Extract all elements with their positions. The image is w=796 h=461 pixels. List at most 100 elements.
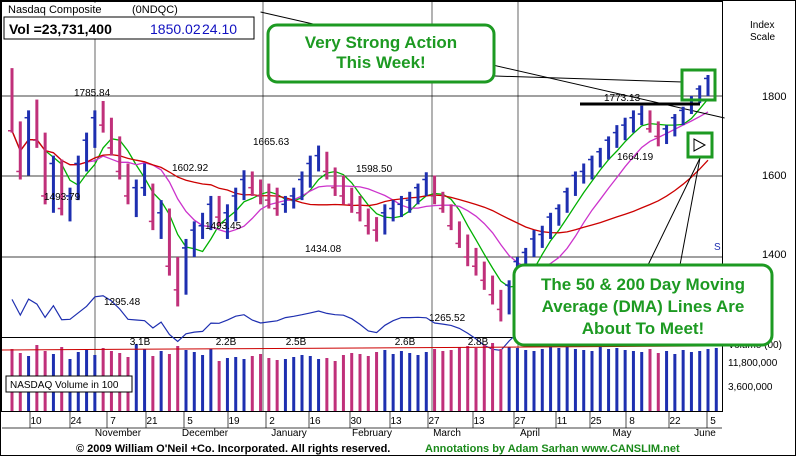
callout-dma bbox=[512, 263, 774, 347]
price-annotation: 1295.48 bbox=[104, 297, 141, 308]
volume-bar bbox=[623, 350, 627, 411]
price-bar bbox=[670, 114, 677, 137]
price-bar bbox=[115, 136, 122, 180]
price-bar bbox=[447, 204, 453, 231]
ma-mid-line bbox=[11, 111, 709, 270]
volume-bar bbox=[292, 357, 296, 411]
price-bar bbox=[124, 163, 130, 205]
price-bar bbox=[256, 179, 263, 205]
price-bar bbox=[347, 187, 354, 213]
callout-pointer-dma-right bbox=[679, 157, 701, 266]
volume-annotation: 2.5B bbox=[286, 337, 307, 348]
y-tick-1600: 1600 bbox=[762, 170, 786, 182]
volume-bar bbox=[507, 347, 511, 411]
volume-bar bbox=[391, 354, 395, 411]
price-bar bbox=[41, 132, 47, 205]
volume-bar bbox=[582, 350, 586, 411]
volume-legend-box bbox=[5, 375, 133, 393]
price-bar bbox=[438, 191, 445, 213]
x-month-label: May bbox=[613, 428, 632, 439]
volume-bar bbox=[325, 358, 329, 411]
volume-bar bbox=[225, 358, 229, 411]
volume-bar bbox=[242, 359, 246, 411]
volume-annotation: 2.2B bbox=[216, 337, 237, 348]
volume-annotation: 2.8B bbox=[468, 337, 489, 348]
volume-bar bbox=[399, 351, 403, 411]
volume-bar bbox=[275, 360, 279, 411]
price-bar bbox=[646, 110, 652, 133]
price-bar bbox=[74, 155, 80, 201]
footer-annotation: Annotations by Adam Sarhan www.CANSLIM.n… bbox=[425, 443, 680, 455]
price-bar bbox=[397, 195, 403, 218]
callout-dma-line2: Average (DMA) Lines Are bbox=[542, 297, 745, 316]
callout-strong-action-line1: Very Strong Action bbox=[305, 33, 457, 52]
x-date-label: 8 bbox=[629, 416, 635, 427]
volume-panel-border bbox=[1, 337, 723, 412]
price-bar bbox=[480, 261, 486, 290]
price-bar bbox=[132, 179, 138, 218]
price-bar bbox=[356, 195, 362, 222]
volume-bar bbox=[615, 348, 619, 411]
volume-bar bbox=[515, 348, 519, 411]
volume-bar bbox=[151, 356, 155, 411]
volume-annotations: 3.1B 2.2B 2.5B 2.6B 2.8B bbox=[130, 337, 489, 348]
volume-bar bbox=[217, 361, 221, 411]
price-bar bbox=[8, 68, 14, 133]
price-bar bbox=[604, 136, 611, 160]
volume-bar bbox=[673, 354, 677, 411]
volume-bar bbox=[184, 350, 188, 411]
callout-strong-action bbox=[266, 23, 496, 84]
price-annotation: 1785.84 bbox=[74, 88, 111, 99]
price-bar bbox=[281, 195, 287, 213]
x-month-label: April bbox=[520, 428, 540, 439]
price-bar bbox=[414, 183, 420, 205]
price-bar bbox=[298, 171, 304, 201]
volume-bar bbox=[201, 355, 205, 411]
callout-pointer-dma-left bbox=[647, 157, 701, 266]
price-bar bbox=[107, 117, 113, 156]
x-month-label: December bbox=[182, 428, 229, 439]
price-bar bbox=[206, 195, 213, 231]
x-date-label: 7 bbox=[110, 416, 116, 427]
price-annotation: 1665.63 bbox=[253, 137, 290, 148]
x-date-label: 30 bbox=[350, 416, 362, 427]
price-bar bbox=[612, 125, 619, 148]
change-readout: 24.10 bbox=[202, 21, 237, 37]
price-bar bbox=[422, 172, 428, 196]
rs-series-marker: S bbox=[714, 242, 721, 253]
volume-bar bbox=[532, 351, 536, 411]
volume-bar bbox=[640, 352, 644, 411]
price-bar bbox=[198, 212, 205, 239]
volume-bar bbox=[665, 351, 669, 411]
price-bar bbox=[66, 187, 72, 222]
callout-strong-action-line2: This Week! bbox=[336, 53, 425, 72]
price-bar bbox=[538, 225, 544, 248]
price-bar bbox=[49, 155, 55, 213]
volume-bar bbox=[408, 353, 412, 411]
x-date-label: 21 bbox=[146, 416, 158, 427]
volume-bar bbox=[192, 352, 196, 411]
y-tick-1800: 1800 bbox=[762, 91, 786, 103]
x-date-label: 24 bbox=[70, 416, 82, 427]
x-month-label: March bbox=[433, 428, 461, 439]
header-strip bbox=[4, 3, 214, 19]
volume-readout: Vol =23,731,400 bbox=[9, 21, 112, 37]
x-date-label: 11 bbox=[557, 416, 568, 427]
price-bar bbox=[289, 187, 296, 209]
price-bar bbox=[306, 155, 312, 188]
price-bar bbox=[231, 187, 238, 222]
price-bar bbox=[314, 145, 321, 172]
volume-bar bbox=[631, 351, 635, 411]
price-bar bbox=[530, 230, 536, 257]
price-bar bbox=[704, 74, 710, 96]
callout-pointer-strong bbox=[494, 75, 684, 83]
volume-bar bbox=[491, 343, 495, 411]
x-month-label: June bbox=[694, 428, 716, 439]
volume-bar bbox=[250, 356, 254, 411]
footer-copyright: © 2009 William O'Neil +Co. Incorporated.… bbox=[76, 443, 390, 455]
volume-bar bbox=[449, 350, 453, 411]
price-bar bbox=[389, 200, 395, 222]
x-date-label: 25 bbox=[590, 416, 602, 427]
